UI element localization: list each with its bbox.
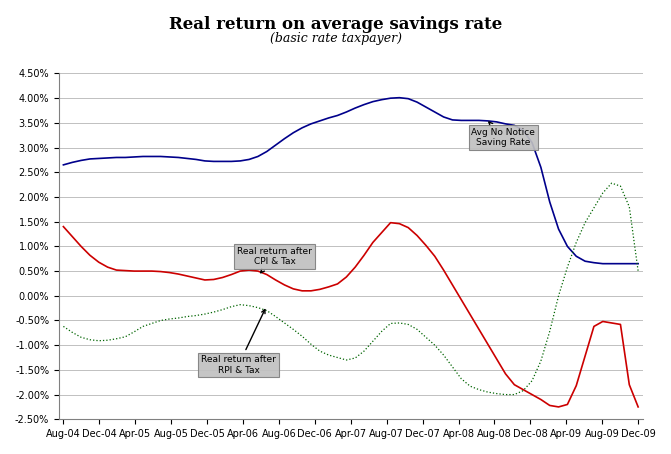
- Text: Real return on average savings rate: Real return on average savings rate: [169, 16, 502, 33]
- Text: (basic rate taxpayer): (basic rate taxpayer): [270, 32, 401, 45]
- Text: Avg No Notice
Saving Rate: Avg No Notice Saving Rate: [471, 122, 535, 148]
- Text: Real return after
CPI & Tax: Real return after CPI & Tax: [237, 247, 312, 273]
- Text: Real return after
RPI & Tax: Real return after RPI & Tax: [201, 310, 276, 375]
